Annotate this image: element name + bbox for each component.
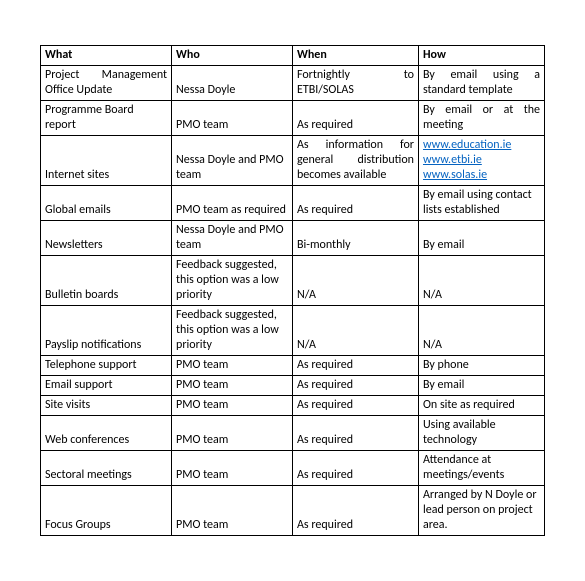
table-row: Site visitsPMO teamAs requiredOn site as… xyxy=(41,396,545,416)
cell-how: Using available technology xyxy=(418,416,544,451)
cell-how: On site as required xyxy=(418,396,544,416)
cell-who: Feedback suggested, this option was a lo… xyxy=(172,256,293,306)
cell-who: PMO team xyxy=(172,396,293,416)
cell-how: By phone xyxy=(418,356,544,376)
table-row: Bulletin boardsFeedback suggested, this … xyxy=(41,256,545,306)
cell-how: N/A xyxy=(418,306,544,356)
table-row: Email supportPMO teamAs requiredBy email xyxy=(41,376,545,396)
col-who: Who xyxy=(172,46,293,66)
table-row: Sectoral meetingsPMO teamAs requiredAtte… xyxy=(41,451,545,486)
cell-what: Email support xyxy=(41,376,172,396)
cell-who: Nessa Doyle and PMO team xyxy=(172,136,293,186)
table-row: Payslip notificationsFeedback suggested,… xyxy=(41,306,545,356)
cell-what: Telephone support xyxy=(41,356,172,376)
cell-how: Attendance at meetings/events xyxy=(418,451,544,486)
table-row: Focus GroupsPMO teamAs requiredArranged … xyxy=(41,486,545,536)
col-what: What xyxy=(41,46,172,66)
cell-when: As required xyxy=(292,101,418,136)
cell-when: As required xyxy=(292,486,418,536)
cell-how: By email using contact lists established xyxy=(418,186,544,221)
cell-when: As required xyxy=(292,396,418,416)
cell-how: N/A xyxy=(418,256,544,306)
cell-what: Project Management Office Update xyxy=(41,66,172,101)
cell-who: Nessa Doyle and PMO team xyxy=(172,221,293,256)
cell-who: PMO team xyxy=(172,356,293,376)
table-row: Programme Board reportPMO teamAs require… xyxy=(41,101,545,136)
cell-who: Feedback suggested, this option was a lo… xyxy=(172,306,293,356)
cell-who: PMO team as required xyxy=(172,186,293,221)
cell-what: Bulletin boards xyxy=(41,256,172,306)
cell-when: N/A xyxy=(292,256,418,306)
cell-what: Focus Groups xyxy=(41,486,172,536)
cell-what: Programme Board report xyxy=(41,101,172,136)
cell-what: Payslip notifications xyxy=(41,306,172,356)
table-row: Global emailsPMO team as requiredAs requ… xyxy=(41,186,545,221)
cell-who: PMO team xyxy=(172,486,293,536)
table-row: Telephone supportPMO teamAs requiredBy p… xyxy=(41,356,545,376)
table-row: Web conferencesPMO teamAs requiredUsing … xyxy=(41,416,545,451)
link[interactable]: www.solas.ie xyxy=(423,168,487,182)
table-row: NewslettersNessa Doyle and PMO teamBi-mo… xyxy=(41,221,545,256)
cell-when: N/A xyxy=(292,306,418,356)
cell-what: Internet sites xyxy=(41,136,172,186)
table-header-row: What Who When How xyxy=(41,46,545,66)
cell-who: PMO team xyxy=(172,416,293,451)
cell-what: Site visits xyxy=(41,396,172,416)
cell-what: Newsletters xyxy=(41,221,172,256)
cell-how: By email or at the meeting xyxy=(418,101,544,136)
link[interactable]: www.etbi.ie xyxy=(423,153,482,167)
cell-who: PMO team xyxy=(172,451,293,486)
cell-what: Global emails xyxy=(41,186,172,221)
cell-when: Fortnightly to ETBI/SOLAS xyxy=(292,66,418,101)
cell-who: Nessa Doyle xyxy=(172,66,293,101)
cell-when: Bi-monthly xyxy=(292,221,418,256)
cell-how: By email xyxy=(418,221,544,256)
col-how: How xyxy=(418,46,544,66)
table-row: Internet sitesNessa Doyle and PMO teamAs… xyxy=(41,136,545,186)
cell-how: Arranged by N Doyle or lead person on pr… xyxy=(418,486,544,536)
cell-when: As required xyxy=(292,186,418,221)
cell-when: As required xyxy=(292,451,418,486)
cell-who: PMO team xyxy=(172,376,293,396)
communications-table: What Who When How Project Management Off… xyxy=(40,45,545,536)
cell-what: Web conferences xyxy=(41,416,172,451)
cell-how: By email xyxy=(418,376,544,396)
link[interactable]: www.education.ie xyxy=(423,138,511,152)
cell-what: Sectoral meetings xyxy=(41,451,172,486)
cell-when: As information for general distribution … xyxy=(292,136,418,186)
cell-when: As required xyxy=(292,356,418,376)
cell-when: As required xyxy=(292,376,418,396)
cell-when: As required xyxy=(292,416,418,451)
cell-who: PMO team xyxy=(172,101,293,136)
col-when: When xyxy=(292,46,418,66)
table-row: Project Management Office UpdateNessa Do… xyxy=(41,66,545,101)
cell-how: By email using a standard template xyxy=(418,66,544,101)
cell-how: www.education.iewww.etbi.iewww.solas.ie xyxy=(418,136,544,186)
